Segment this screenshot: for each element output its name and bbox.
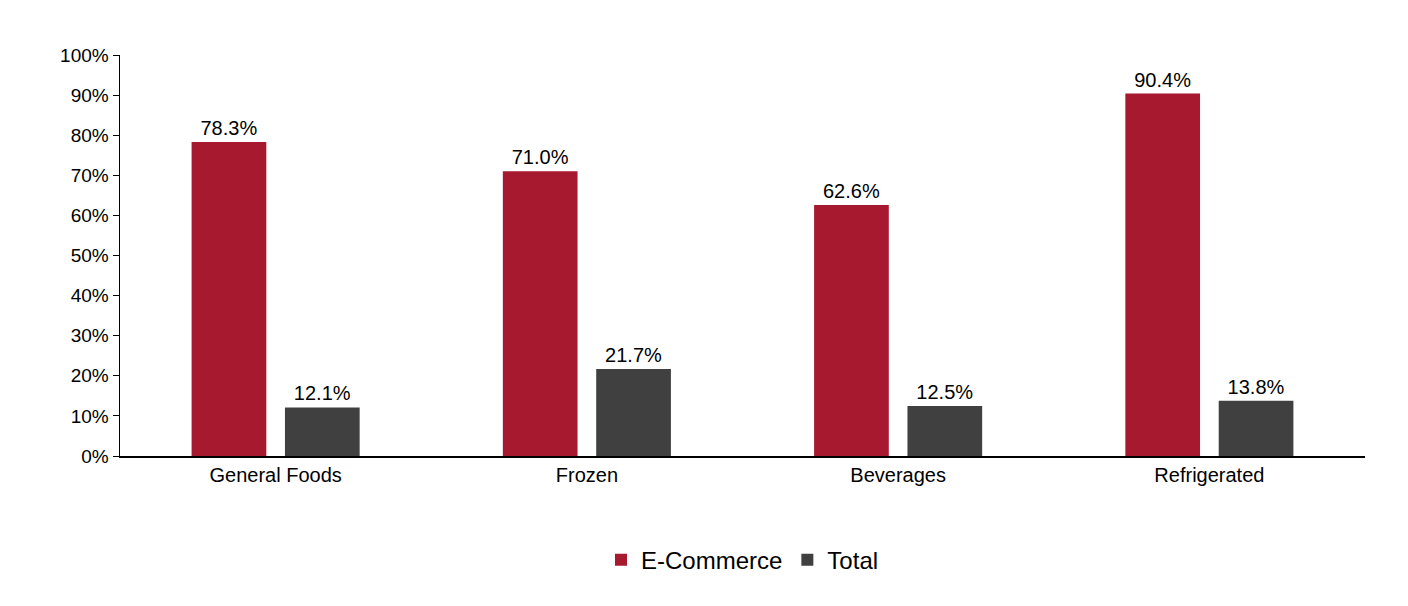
svg-text:62.6%: 62.6% [823,180,880,202]
svg-text:13.8%: 13.8% [1228,376,1285,398]
svg-text:60%: 60% [71,205,109,226]
svg-text:E-Commerce: E-Commerce [641,547,782,574]
svg-text:10%: 10% [71,406,109,427]
svg-text:12.1%: 12.1% [294,382,351,404]
svg-text:Beverages: Beverages [850,464,946,486]
svg-text:100%: 100% [60,45,109,66]
svg-text:50%: 50% [71,245,109,266]
svg-text:71.0%: 71.0% [512,146,569,168]
svg-text:70%: 70% [71,165,109,186]
svg-text:78.3%: 78.3% [200,117,257,139]
svg-text:90%: 90% [71,85,109,106]
svg-text:12.5%: 12.5% [916,381,973,403]
svg-text:80%: 80% [71,125,109,146]
svg-text:General Foods: General Foods [209,464,341,486]
svg-text:90.4%: 90.4% [1134,69,1191,91]
svg-text:30%: 30% [71,325,109,346]
svg-text:Total: Total [827,547,878,574]
svg-text:Frozen: Frozen [556,464,618,486]
svg-text:20%: 20% [71,365,109,386]
svg-text:40%: 40% [71,285,109,306]
svg-text:Refrigerated: Refrigerated [1154,464,1264,486]
svg-text:21.7%: 21.7% [605,344,662,366]
svg-text:0%: 0% [81,446,109,467]
